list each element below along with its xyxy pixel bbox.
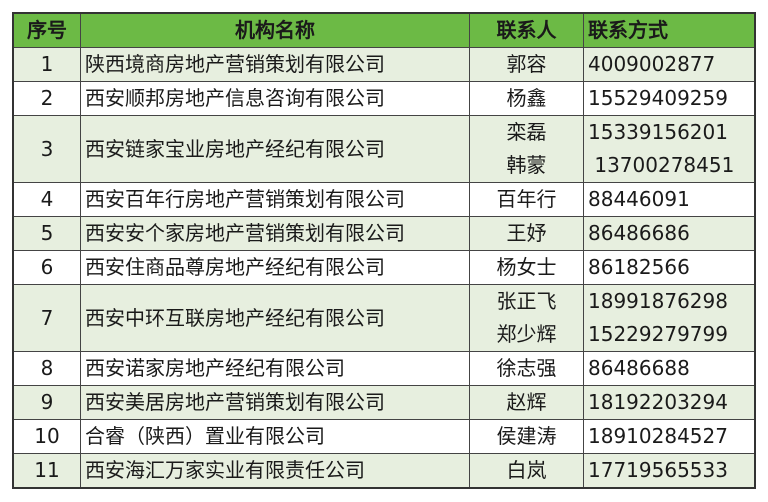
table-row: 2 西安顺邦房地产信息咨询有限公司 杨鑫 15529409259 bbox=[12, 81, 756, 116]
header-phone: 联系方式 bbox=[583, 12, 756, 48]
contact-phone-number: 86486688 bbox=[588, 356, 690, 380]
contact-phone-number: 86486686 bbox=[588, 221, 690, 245]
contact-person-name: 杨女士 bbox=[496, 255, 557, 279]
contact-person-name: 张正飞 bbox=[496, 289, 557, 313]
row-number: 6 bbox=[12, 250, 81, 285]
contact-phone: 4009002877 bbox=[583, 47, 756, 82]
contact-person-name: 郑少辉 bbox=[496, 322, 557, 346]
table-header-row: 序号 机构名称 联系人 联系方式 bbox=[12, 12, 756, 48]
organization-name: 西安住商品尊房地产经纪有限公司 bbox=[80, 250, 470, 285]
contact-phone: 88446091 bbox=[583, 182, 756, 217]
row-number: 5 bbox=[12, 216, 81, 251]
row-number: 4 bbox=[12, 182, 81, 217]
contact-phone-number: 15529409259 bbox=[588, 86, 728, 110]
organization-name: 合睿（陕西）置业有限公司 bbox=[80, 419, 470, 454]
contact-phone: 18991876298 15229279799 bbox=[583, 284, 756, 352]
organization-name: 西安中环互联房地产经纪有限公司 bbox=[80, 284, 470, 352]
table-row: 1 陕西境商房地产营销策划有限公司 郭容 4009002877 bbox=[12, 47, 756, 82]
table-row: 9 西安美居房地产营销策划有限公司 赵辉 18192203294 bbox=[12, 385, 756, 420]
contact-person-name: 王妤 bbox=[506, 221, 547, 245]
contact-phone-number: 18192203294 bbox=[588, 390, 728, 414]
contact-phone-number: 15339156201 bbox=[588, 120, 728, 144]
contact-person-name: 韩蒙 bbox=[506, 153, 547, 177]
table-row: 11 西安海汇万家实业有限责任公司 白岚 17719565533 bbox=[12, 453, 756, 489]
contact-phone: 18192203294 bbox=[583, 385, 756, 420]
row-number: 3 bbox=[12, 115, 81, 183]
contact-person: 徐志强 bbox=[469, 351, 584, 386]
contact-phone-number: 15229279799 bbox=[588, 322, 728, 346]
contact-person: 郭容 bbox=[469, 47, 584, 82]
organization-name: 西安诺家房地产经纪有限公司 bbox=[80, 351, 470, 386]
contact-phone: 18910284527 bbox=[583, 419, 756, 454]
contact-person: 白岚 bbox=[469, 453, 584, 489]
table-row: 4 西安百年行房地产营销策划有限公司 百年行 88446091 bbox=[12, 182, 756, 217]
table-row: 3 西安链家宝业房地产经纪有限公司 栾磊 韩蒙 15339156201 13700278… bbox=[12, 115, 756, 183]
organization-name: 西安安个家房地产营销策划有限公司 bbox=[80, 216, 470, 251]
table-row: 7 西安中环互联房地产经纪有限公司 张正飞 郑少辉 18991876298 1522927… bbox=[12, 284, 756, 352]
contact-person-name: 杨鑫 bbox=[506, 86, 547, 110]
contact-person-name: 赵辉 bbox=[506, 390, 547, 414]
organization-name: 西安美居房地产营销策划有限公司 bbox=[80, 385, 470, 420]
row-number: 2 bbox=[12, 81, 81, 116]
contact-phone: 15529409259 bbox=[583, 81, 756, 116]
organization-name: 西安链家宝业房地产经纪有限公司 bbox=[80, 115, 470, 183]
contact-phone-number: 18910284527 bbox=[588, 424, 728, 448]
header-no: 序号 bbox=[12, 12, 81, 48]
row-number: 1 bbox=[12, 47, 81, 82]
contact-person-name: 百年行 bbox=[496, 187, 557, 211]
contact-phone: 86182566 bbox=[583, 250, 756, 285]
contact-phone-number: 18991876298 bbox=[588, 289, 728, 313]
contact-phone: 17719565533 bbox=[583, 453, 756, 489]
contact-person: 张正飞 郑少辉 bbox=[469, 284, 584, 352]
organization-name: 西安顺邦房地产信息咨询有限公司 bbox=[80, 81, 470, 116]
contact-person: 杨女士 bbox=[469, 250, 584, 285]
row-number: 10 bbox=[12, 419, 81, 454]
contact-phone-number: 17719565533 bbox=[588, 458, 728, 482]
organization-name: 西安海汇万家实业有限责任公司 bbox=[80, 453, 470, 489]
row-number: 7 bbox=[12, 284, 81, 352]
table-row: 8 西安诺家房地产经纪有限公司 徐志强 86486688 bbox=[12, 351, 756, 386]
header-org: 机构名称 bbox=[80, 12, 470, 48]
contact-phone-number: 13700278451 bbox=[588, 153, 735, 177]
header-person: 联系人 bbox=[469, 12, 584, 48]
table-row: 10 合睿（陕西）置业有限公司 侯建涛 18910284527 bbox=[12, 419, 756, 454]
organization-name: 西安百年行房地产营销策划有限公司 bbox=[80, 182, 470, 217]
contact-person-name: 栾磊 bbox=[506, 120, 547, 144]
contact-person: 百年行 bbox=[469, 182, 584, 217]
table-row: 5 西安安个家房地产营销策划有限公司 王妤 86486686 bbox=[12, 216, 756, 251]
contact-person-name: 徐志强 bbox=[496, 356, 557, 380]
contact-person: 栾磊 韩蒙 bbox=[469, 115, 584, 183]
row-number: 8 bbox=[12, 351, 81, 386]
contact-person-name: 白岚 bbox=[506, 458, 547, 482]
table-row: 6 西安住商品尊房地产经纪有限公司 杨女士 86182566 bbox=[12, 250, 756, 285]
contact-phone: 86486686 bbox=[583, 216, 756, 251]
organization-name: 陕西境商房地产营销策划有限公司 bbox=[80, 47, 470, 82]
row-number: 9 bbox=[12, 385, 81, 420]
agency-contact-table: 序号 机构名称 联系人 联系方式 1 陕西境商房地产营销策划有限公司 郭容 40090… bbox=[12, 12, 756, 489]
contact-person-name: 侯建涛 bbox=[496, 424, 557, 448]
contact-person-name: 郭容 bbox=[506, 52, 547, 76]
contact-person: 赵辉 bbox=[469, 385, 584, 420]
contact-person: 侯建涛 bbox=[469, 419, 584, 454]
contact-person: 王妤 bbox=[469, 216, 584, 251]
contact-phone-number: 4009002877 bbox=[588, 52, 716, 76]
contact-phone-number: 86182566 bbox=[588, 255, 690, 279]
contact-person: 杨鑫 bbox=[469, 81, 584, 116]
contact-phone-number: 88446091 bbox=[588, 187, 690, 211]
contact-phone: 15339156201 13700278451 bbox=[583, 115, 756, 183]
row-number: 11 bbox=[12, 453, 81, 489]
contact-phone: 86486688 bbox=[583, 351, 756, 386]
